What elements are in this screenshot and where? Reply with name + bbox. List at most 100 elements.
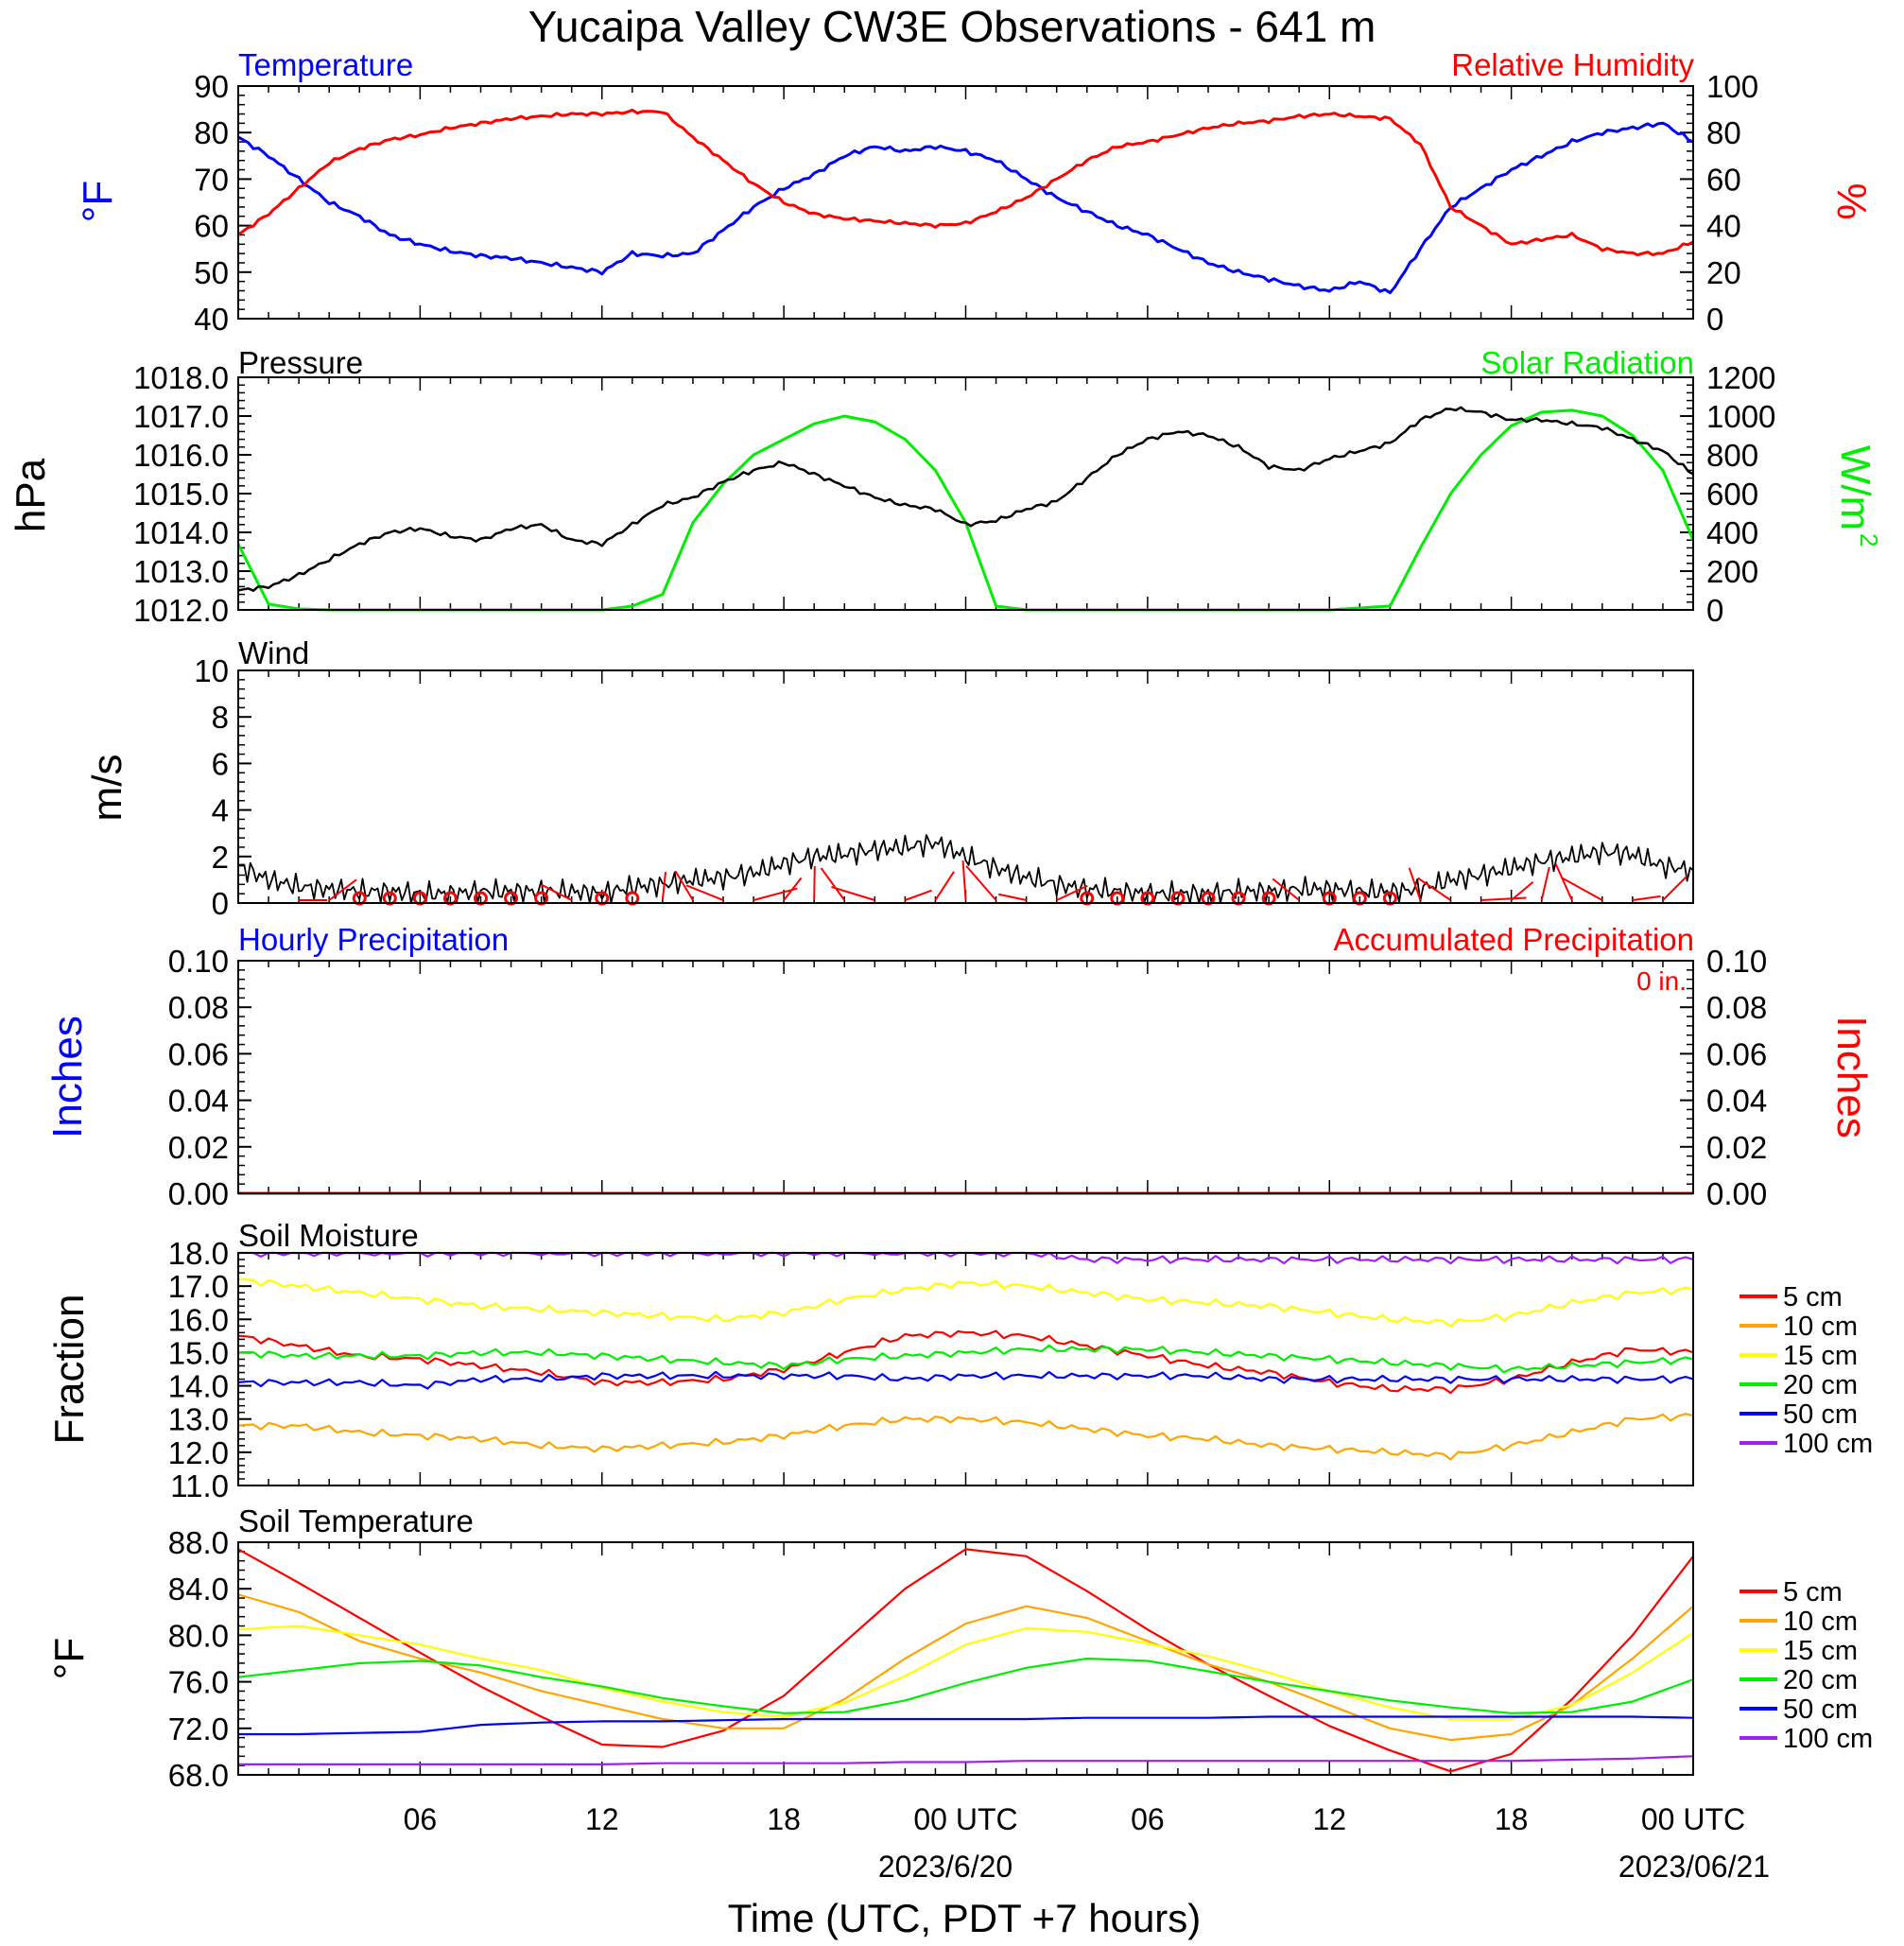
- panel5-left-tick-label: 14.0: [168, 1369, 229, 1404]
- panel4-title-left: Hourly Precipitation: [238, 922, 509, 957]
- panel4-right-tick-label: 0.08: [1706, 990, 1767, 1025]
- panel2-ylabel-right-group: W/m 2: [1832, 445, 1883, 547]
- panel5-left-tick-label: 17.0: [168, 1269, 229, 1304]
- panel6-left-axis: 68.0 72.0 76.0 80.0 84.0 88.0: [168, 1525, 251, 1793]
- wind-barb: [905, 889, 932, 901]
- soil-temperature-legend-label: 100 cm: [1783, 1724, 1873, 1754]
- x-tick-label: 00 UTC: [913, 1802, 1017, 1836]
- soil-moisture-legend-label: 5 cm: [1783, 1282, 1843, 1312]
- panel2-left-tick-label: 1015.0: [133, 477, 229, 512]
- panel3-left-axis: 0 2 4 6 8 10: [194, 653, 251, 921]
- panel4-ylabel-left: Inches: [44, 1016, 91, 1138]
- panel3-left-tick-label: 0: [212, 886, 229, 921]
- panel3-title: Wind: [238, 635, 309, 670]
- wind-barb: [783, 877, 803, 901]
- wind-barb: [1632, 895, 1661, 901]
- panel4-right-tick-label: 0.00: [1706, 1176, 1767, 1211]
- panel-pressure-solar: Pressure Solar Radiation hPa W/m 2 1012.…: [8, 345, 1883, 628]
- soil-moisture-legend-label: 15 cm: [1783, 1341, 1858, 1371]
- x-date-label-2: 2023/06/21: [1618, 1850, 1770, 1884]
- panel4-right-tick-label: 0.04: [1706, 1084, 1767, 1119]
- panel2-left-tick-label: 1013.0: [133, 554, 229, 589]
- panel2-right-tick-label: 400: [1706, 515, 1758, 550]
- panel5-left-tick-label: 15.0: [168, 1335, 229, 1370]
- wind-barb: [1056, 884, 1088, 901]
- x-tick-label: 00 UTC: [1641, 1802, 1745, 1836]
- wind-barb: [1540, 866, 1550, 901]
- panel2-left-tick-label: 1018.0: [133, 360, 229, 395]
- panel2-left-tick-label: 1012.0: [133, 593, 229, 628]
- panel3-left-tick-label: 10: [194, 653, 229, 688]
- panel2-title-left: Pressure: [238, 345, 363, 380]
- wind-barb: [1272, 877, 1300, 901]
- panel1-title-right: Relative Humidity: [1451, 47, 1694, 82]
- panel4-left-tick-label: 0.06: [168, 1036, 229, 1071]
- x-tick-label: 18: [767, 1802, 801, 1836]
- panel2-right-tick-label: 200: [1706, 554, 1758, 589]
- soil-temperature-15-cm-line: [237, 1625, 1694, 1721]
- panel5-ylabel: Fraction: [46, 1294, 93, 1445]
- panel5-left-axis: 11.012.013.014.015.016.017.018.0: [168, 1236, 251, 1503]
- panel5-frame: [237, 1252, 1694, 1486]
- wind-barb: [998, 893, 1027, 901]
- panel4-left-tick-label: 0.00: [168, 1176, 229, 1211]
- panel1-right-tick-label: 100: [1706, 69, 1758, 104]
- soil-moisture-20-cm-line: [237, 1344, 1694, 1374]
- panel4-right-tick-label: 0.10: [1706, 944, 1767, 979]
- panel3-ylabel: m/s: [84, 755, 130, 822]
- panel4-right-axis: 0.00 0.02 0.04 0.06 0.08 0.10: [1680, 944, 1767, 1211]
- x-tick-labels: 06 12 18 00 UTC 06 12 18 00 UTC: [404, 1802, 1746, 1836]
- soil-temperature-legend-label: 10 cm: [1783, 1607, 1858, 1637]
- panel1-x-ticks: [237, 86, 1694, 319]
- panel6-left-tick-label: 88.0: [168, 1525, 229, 1560]
- wind-barb: [674, 870, 694, 901]
- wind-barb: [661, 872, 667, 901]
- panel2-right-tick-label: 600: [1706, 477, 1758, 512]
- wind-barb: [1480, 896, 1527, 901]
- wind-barb: [685, 884, 724, 901]
- panel3-left-tick-label: 6: [212, 746, 229, 781]
- wind-barbs: [299, 860, 1688, 906]
- panel-soil-moisture: Soil Moisture Fraction 11.012.013.014.01…: [46, 1218, 1873, 1503]
- x-tick-label: 06: [404, 1802, 438, 1836]
- panel2-left-tick-label: 1017.0: [133, 399, 229, 434]
- wind-barb: [1510, 880, 1534, 901]
- panel3-frame: [237, 669, 1694, 904]
- panel3-left-tick-label: 8: [212, 700, 229, 735]
- panel-precipitation: Hourly Precipitation Accumulated Precipi…: [44, 922, 1875, 1211]
- soil-temperature-50-cm-line: [238, 1715, 1694, 1736]
- x-tick-label: 12: [1312, 1802, 1346, 1836]
- panel3-series: [237, 834, 1694, 904]
- panel1-right-tick-label: 20: [1706, 255, 1741, 290]
- panel5-left-tick-label: 16.0: [168, 1302, 229, 1337]
- soil-moisture-5-cm-line: [237, 1329, 1694, 1395]
- panel5-title: Soil Moisture: [238, 1218, 419, 1253]
- soil-moisture-50-cm-line: [237, 1370, 1694, 1390]
- panel1-left-tick-label: 50: [194, 255, 229, 290]
- panel1-title-left: Temperature: [238, 47, 413, 82]
- panel2-right-tick-label: 800: [1706, 438, 1758, 473]
- x-date-label-1: 2023/6/20: [878, 1850, 1013, 1884]
- soil-moisture-15-cm-line: [237, 1277, 1694, 1328]
- wind-barb: [831, 886, 875, 901]
- panel6-left-tick-label: 76.0: [168, 1665, 229, 1700]
- panel1-right-tick-label: 40: [1706, 209, 1741, 244]
- panel1-right-tick-label: 0: [1706, 302, 1723, 337]
- wind-barb: [1554, 863, 1573, 901]
- panel4-frame: [237, 960, 1694, 1194]
- panel1-ylabel-right: %: [1828, 182, 1875, 219]
- soil-moisture-legend-label: 10 cm: [1783, 1312, 1858, 1342]
- panel1-right-tick-label: 60: [1706, 162, 1741, 197]
- soil-temperature-legend-label: 20 cm: [1783, 1665, 1858, 1695]
- wind-barb: [820, 867, 846, 901]
- soil-moisture-10-cm-line: [237, 1413, 1694, 1461]
- panel2-left-tick-label: 1016.0: [133, 438, 229, 473]
- panel6-left-tick-label: 68.0: [168, 1758, 229, 1793]
- wind-barb: [813, 865, 816, 901]
- soil-temperature-5-cm-line: [237, 1548, 1694, 1773]
- panel1-frame: [237, 85, 1694, 320]
